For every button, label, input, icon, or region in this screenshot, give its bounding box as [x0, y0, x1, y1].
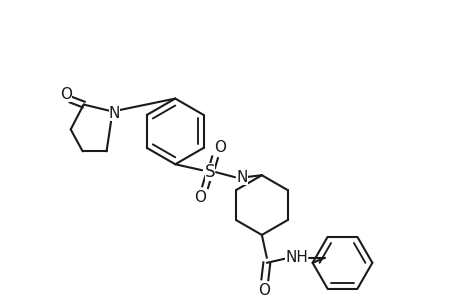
Text: O: O: [60, 87, 72, 102]
Text: O: O: [257, 283, 269, 298]
Text: O: O: [194, 190, 206, 205]
Text: N: N: [236, 170, 247, 185]
Text: S: S: [204, 163, 215, 181]
Text: N: N: [109, 106, 120, 121]
Text: O: O: [213, 140, 225, 155]
Text: NH: NH: [285, 250, 308, 265]
